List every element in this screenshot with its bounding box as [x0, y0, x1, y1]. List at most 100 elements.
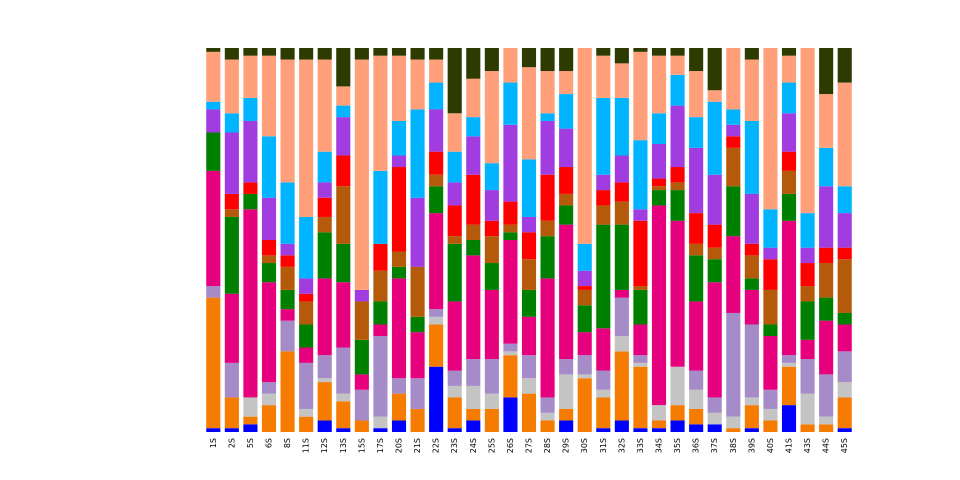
bar-segment	[726, 428, 741, 432]
bar-segment	[540, 236, 555, 279]
bar-segment	[744, 243, 759, 256]
bar-segment	[689, 255, 704, 302]
bar-segment	[317, 59, 332, 152]
bar-segment	[391, 378, 407, 394]
bar-segment	[633, 324, 648, 356]
bar-segment	[484, 393, 499, 409]
bar-segment	[633, 48, 648, 52]
bar-segment	[484, 236, 499, 264]
bar-segment	[299, 278, 314, 294]
bar-segment	[651, 55, 667, 114]
bar-segment	[410, 408, 425, 432]
bar-segment	[373, 301, 388, 325]
bar-segment	[466, 136, 481, 175]
bar-segment	[206, 101, 221, 110]
bar-segment	[689, 48, 704, 72]
bar-segment	[540, 113, 555, 121]
bar-segment	[280, 309, 295, 321]
bar-segment	[503, 232, 518, 240]
bar-segment	[707, 397, 722, 413]
bar-segment	[559, 205, 574, 225]
bar-segment	[299, 301, 314, 325]
bar-segment	[837, 324, 852, 352]
bar-segment	[540, 220, 555, 237]
bar-segment	[540, 278, 555, 398]
bar-segment	[577, 286, 592, 290]
bar-segment	[800, 286, 815, 302]
bar-segment	[707, 412, 722, 425]
x-tick-label: 12S	[320, 438, 329, 453]
x-tick-label: 30S	[580, 438, 589, 453]
bar-segment	[577, 355, 592, 375]
bar-segment	[800, 213, 815, 248]
bar-segment	[447, 205, 462, 237]
bar-segment	[670, 405, 685, 421]
bar-segment	[280, 243, 295, 256]
bar-segment	[781, 170, 797, 194]
bar-segment	[707, 247, 722, 260]
bar-segment	[261, 240, 277, 256]
bar-segment	[429, 186, 444, 214]
bar-segment	[299, 216, 314, 279]
bar-segment	[429, 59, 444, 83]
bar-segment	[726, 312, 741, 417]
bar-segment	[781, 366, 797, 406]
bar-segment	[763, 420, 778, 432]
bar-segment	[596, 174, 611, 191]
bar-segment	[744, 405, 759, 429]
x-tick-label: 1S	[209, 438, 218, 448]
bar-segment	[596, 370, 611, 390]
bar-segment	[354, 301, 369, 340]
bar-segment	[466, 78, 481, 118]
bar-segment	[596, 328, 611, 371]
bar-segment	[689, 408, 704, 425]
bar-segment	[317, 197, 332, 217]
bar-segment	[373, 170, 388, 244]
bar-segment	[670, 167, 685, 183]
bar-segment	[540, 48, 555, 72]
bar-segment	[503, 48, 518, 83]
bar-segment	[819, 48, 834, 95]
bar-segment	[837, 247, 852, 260]
bar-segment	[280, 266, 295, 290]
bar-segment	[429, 366, 444, 432]
bar-segment	[261, 197, 277, 240]
x-tick-label: 11S	[302, 438, 311, 453]
bar-segment	[243, 209, 258, 398]
x-tick-label: 36S	[692, 438, 701, 453]
bar-segment	[707, 48, 722, 91]
bar-segment	[819, 247, 834, 264]
x-tick-label: 38S	[729, 438, 738, 453]
bar-segment	[354, 389, 369, 421]
bar-segment	[521, 232, 537, 260]
bar-segment	[781, 405, 797, 432]
bar-segment	[540, 397, 555, 413]
x-tick-label: 39S	[747, 438, 756, 453]
bar-segment	[521, 48, 537, 68]
bar-segment	[651, 178, 667, 187]
bar-segment	[689, 370, 704, 390]
bar-segment	[336, 428, 351, 432]
bar-segment	[280, 59, 295, 183]
bar-segment	[559, 71, 574, 95]
bar-segment	[336, 155, 351, 187]
x-tick-label: 37S	[710, 438, 719, 453]
bar-segment	[689, 424, 704, 432]
bar-segment	[317, 278, 332, 356]
bar-segment	[633, 366, 648, 429]
bar-segment	[429, 48, 444, 60]
bar-segment	[206, 132, 221, 171]
bar-segment	[206, 297, 221, 429]
bar-segment	[336, 48, 351, 87]
bar-segment	[484, 190, 499, 221]
x-tick-label: 17S	[376, 438, 385, 453]
bar-segment	[447, 48, 462, 114]
x-tick-label: 2S	[227, 438, 236, 448]
bar-segment	[224, 209, 239, 217]
bar-segment	[521, 393, 537, 432]
bar-segment	[224, 132, 239, 194]
bar-segment	[410, 378, 425, 409]
bar-segment	[763, 336, 778, 390]
bar-segment	[819, 374, 834, 417]
bar-segment	[410, 197, 425, 267]
